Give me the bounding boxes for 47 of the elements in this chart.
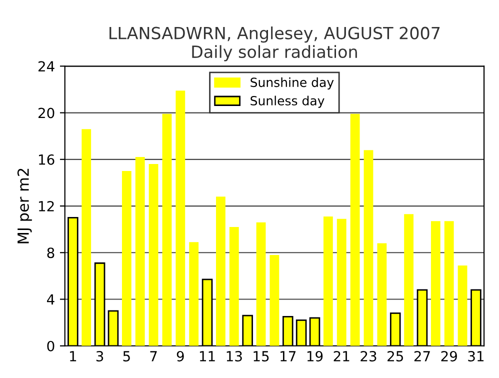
- x-tick-label: 1: [70, 351, 76, 362]
- x-tick-label: 5: [123, 351, 130, 362]
- x-tick-label: 21: [334, 350, 350, 362]
- bar: [189, 242, 199, 346]
- bar: [377, 243, 387, 346]
- bar: [323, 216, 333, 346]
- bar: [176, 90, 186, 346]
- y-tick-label: 20: [38, 108, 54, 118]
- y-tick-label: 4: [46, 294, 54, 305]
- x-tick-label: 7: [150, 351, 157, 362]
- x-tick-label: 31: [468, 350, 484, 362]
- y-tick-label: 24: [38, 61, 54, 72]
- bar: [229, 226, 239, 346]
- bar: [122, 171, 132, 346]
- bar: [270, 254, 280, 346]
- y-tick-label: 16: [39, 154, 54, 165]
- x-tick-label: 11: [200, 351, 215, 362]
- y-tick-label: 8: [47, 248, 54, 258]
- bar: [458, 265, 468, 346]
- bar: [336, 218, 346, 346]
- legend-label: Sunless day: [250, 96, 324, 108]
- bar: [216, 196, 226, 346]
- bar: [162, 114, 172, 346]
- x-tick-label: 29: [441, 350, 457, 362]
- y-axis-title: MJ per m2: [17, 168, 32, 244]
- x-tick-label: 25: [388, 350, 403, 362]
- bar: [430, 221, 440, 346]
- bar: [256, 222, 266, 346]
- x-tick-label: 17: [280, 351, 296, 362]
- legend-label: Sunshine day: [250, 77, 334, 90]
- bar: [148, 164, 158, 346]
- bar: [350, 114, 360, 346]
- y-tick-label: 0: [47, 340, 54, 352]
- bar: [364, 150, 374, 346]
- y-tick-label: 12: [39, 200, 54, 212]
- bar: [82, 129, 92, 346]
- x-tick-label: 15: [254, 351, 269, 362]
- x-tick-label: 3: [96, 350, 104, 362]
- x-tick-label: 19: [307, 350, 323, 362]
- chart-title: LLANSADWRN, Anglesey, AUGUST 2007 Daily solar radiation: [110, 26, 440, 62]
- x-tick-label: 23: [360, 350, 376, 362]
- x-tick-label: 9: [176, 350, 184, 362]
- x-tick-label: 27: [414, 350, 430, 362]
- bar: [135, 157, 145, 346]
- bar: [444, 221, 454, 346]
- x-tick-label: 13: [226, 350, 242, 362]
- bar: [404, 214, 414, 346]
